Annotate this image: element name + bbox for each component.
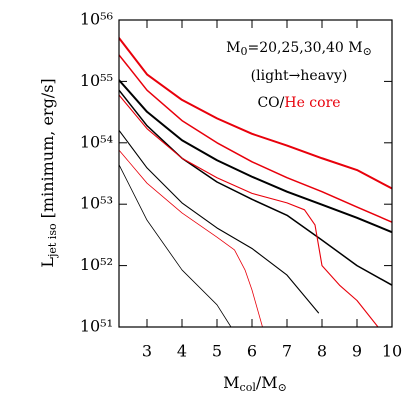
curve [119, 89, 392, 286]
x-tick-label: 4 [177, 342, 187, 361]
x-tick-label: 5 [212, 342, 222, 361]
annotation-line2: (light→heavy) [251, 68, 348, 84]
plot-area [119, 36, 392, 327]
plot-frame [118, 19, 393, 328]
annotation-part: CO [257, 95, 279, 111]
x-tick-label: 6 [247, 342, 257, 361]
y-tick-label: 10⁵⁵ [80, 71, 113, 90]
x-tick-label: 3 [142, 342, 152, 361]
annotation-part: / [280, 95, 285, 111]
y-tick-label: 10⁵³ [80, 194, 113, 213]
curve [119, 94, 379, 327]
y-axis-label: Ljet iso [minimum, erg/s] [38, 78, 60, 267]
curve [119, 79, 392, 234]
x-tick-label: 7 [282, 342, 292, 361]
y-tick-label: 10⁵² [80, 255, 113, 274]
x-tick-label: 9 [352, 342, 362, 361]
curve [119, 129, 320, 314]
annotation-line3: CO/He core [257, 95, 340, 111]
x-tick-label: 8 [317, 342, 327, 361]
curve [119, 164, 232, 327]
curve [119, 36, 392, 190]
y-tick-label: 10⁵¹ [80, 317, 113, 336]
y-tick-label: 10⁵⁶ [80, 10, 113, 29]
annotation-part: He core [284, 95, 340, 111]
curve [119, 149, 263, 327]
x-tick-label: 10 [382, 342, 402, 361]
x-axis-label: Mcol/M⊙ [223, 373, 287, 395]
curve [119, 54, 392, 223]
y-tick-label: 10⁵⁴ [80, 132, 113, 151]
annotation-line1: M0=20,25,30,40 M⊙ [226, 40, 372, 58]
